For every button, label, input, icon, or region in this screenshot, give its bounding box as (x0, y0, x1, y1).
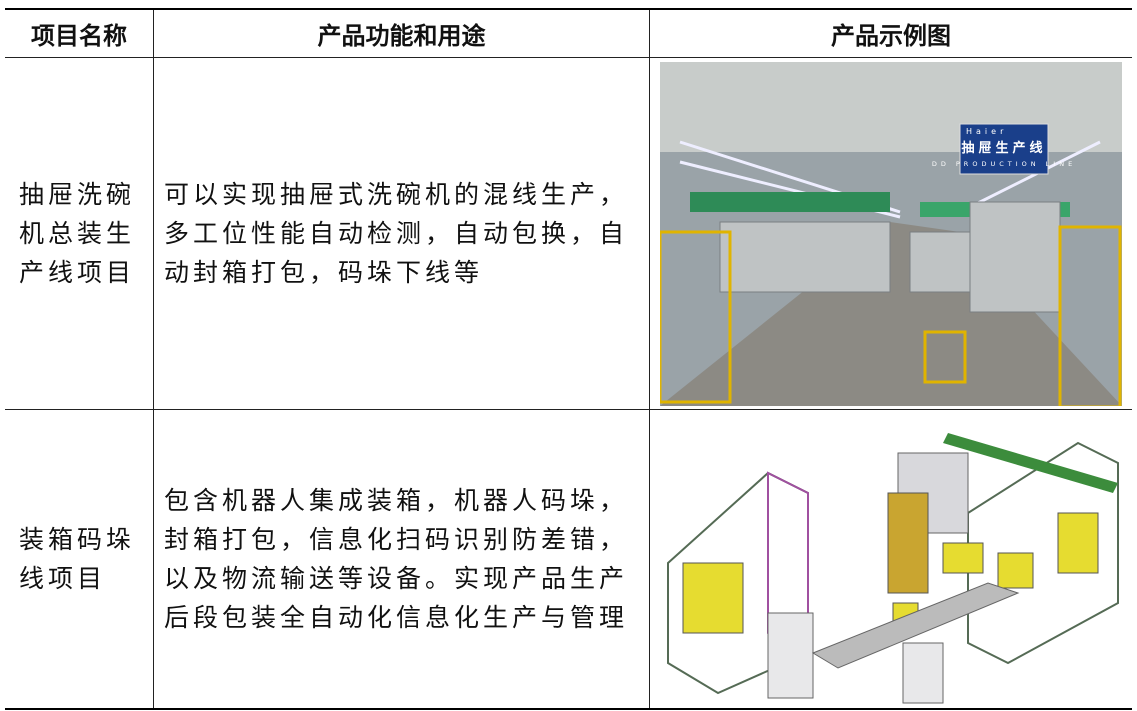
name: 抽屉洗碗机总装生产线项目 (19, 180, 136, 287)
sign-brand: Haier (966, 127, 1007, 136)
cell: 装箱码垛线项目 (5, 409, 154, 710)
header-cell: 项目名称 (5, 8, 154, 58)
header-row: 项目名称 产品功能和用途 产品示例图 (5, 8, 1132, 58)
line-render (658, 413, 1124, 705)
table: 项目名称 产品功能和用途 产品示例图 抽屉洗碗机总装生产线项目 可以实现抽屉式洗… (5, 8, 1132, 710)
cell: 可以实现抽屉式洗碗机的混线生产，多工位性能自动检测，自动包换，自动封箱打包，码垛… (153, 57, 650, 410)
header-cell: 产品示例图 (649, 8, 1132, 58)
row: 抽屉洗碗机总装生产线项目 可以实现抽屉式洗碗机的混线生产，多工位性能自动检测，自… (5, 57, 1132, 410)
row: 装箱码垛线项目 包含机器人集成装箱，机器人码垛，封箱打包，信息化扫码识别防差错，… (5, 409, 1132, 710)
sign-subtitle: DD PRODUCTION LINE (932, 160, 1076, 168)
header-cell: 产品功能和用途 (153, 8, 650, 58)
cell (649, 409, 1132, 710)
description: 可以实现抽屉式洗碗机的混线生产，多工位性能自动检测，自动包换，自动封箱打包，码垛… (164, 180, 629, 287)
cell: 包含机器人集成装箱，机器人码垛，封箱打包，信息化扫码识别防差错，以及物流输送等设… (153, 409, 650, 710)
description: 包含机器人集成装箱，机器人码垛，封箱打包，信息化扫码识别防差错，以及物流输送等设… (164, 486, 629, 632)
factory-photo: Haier 抽屉生产线 DD PRODUCTION LINE (660, 61, 1122, 406)
cell: 抽屉洗碗机总装生产线项目 (5, 57, 154, 410)
cell: Haier 抽屉生产线 DD PRODUCTION LINE (649, 57, 1132, 410)
name: 装箱码垛线项目 (19, 525, 136, 593)
sign-title: 抽屉生产线 (961, 140, 1046, 156)
